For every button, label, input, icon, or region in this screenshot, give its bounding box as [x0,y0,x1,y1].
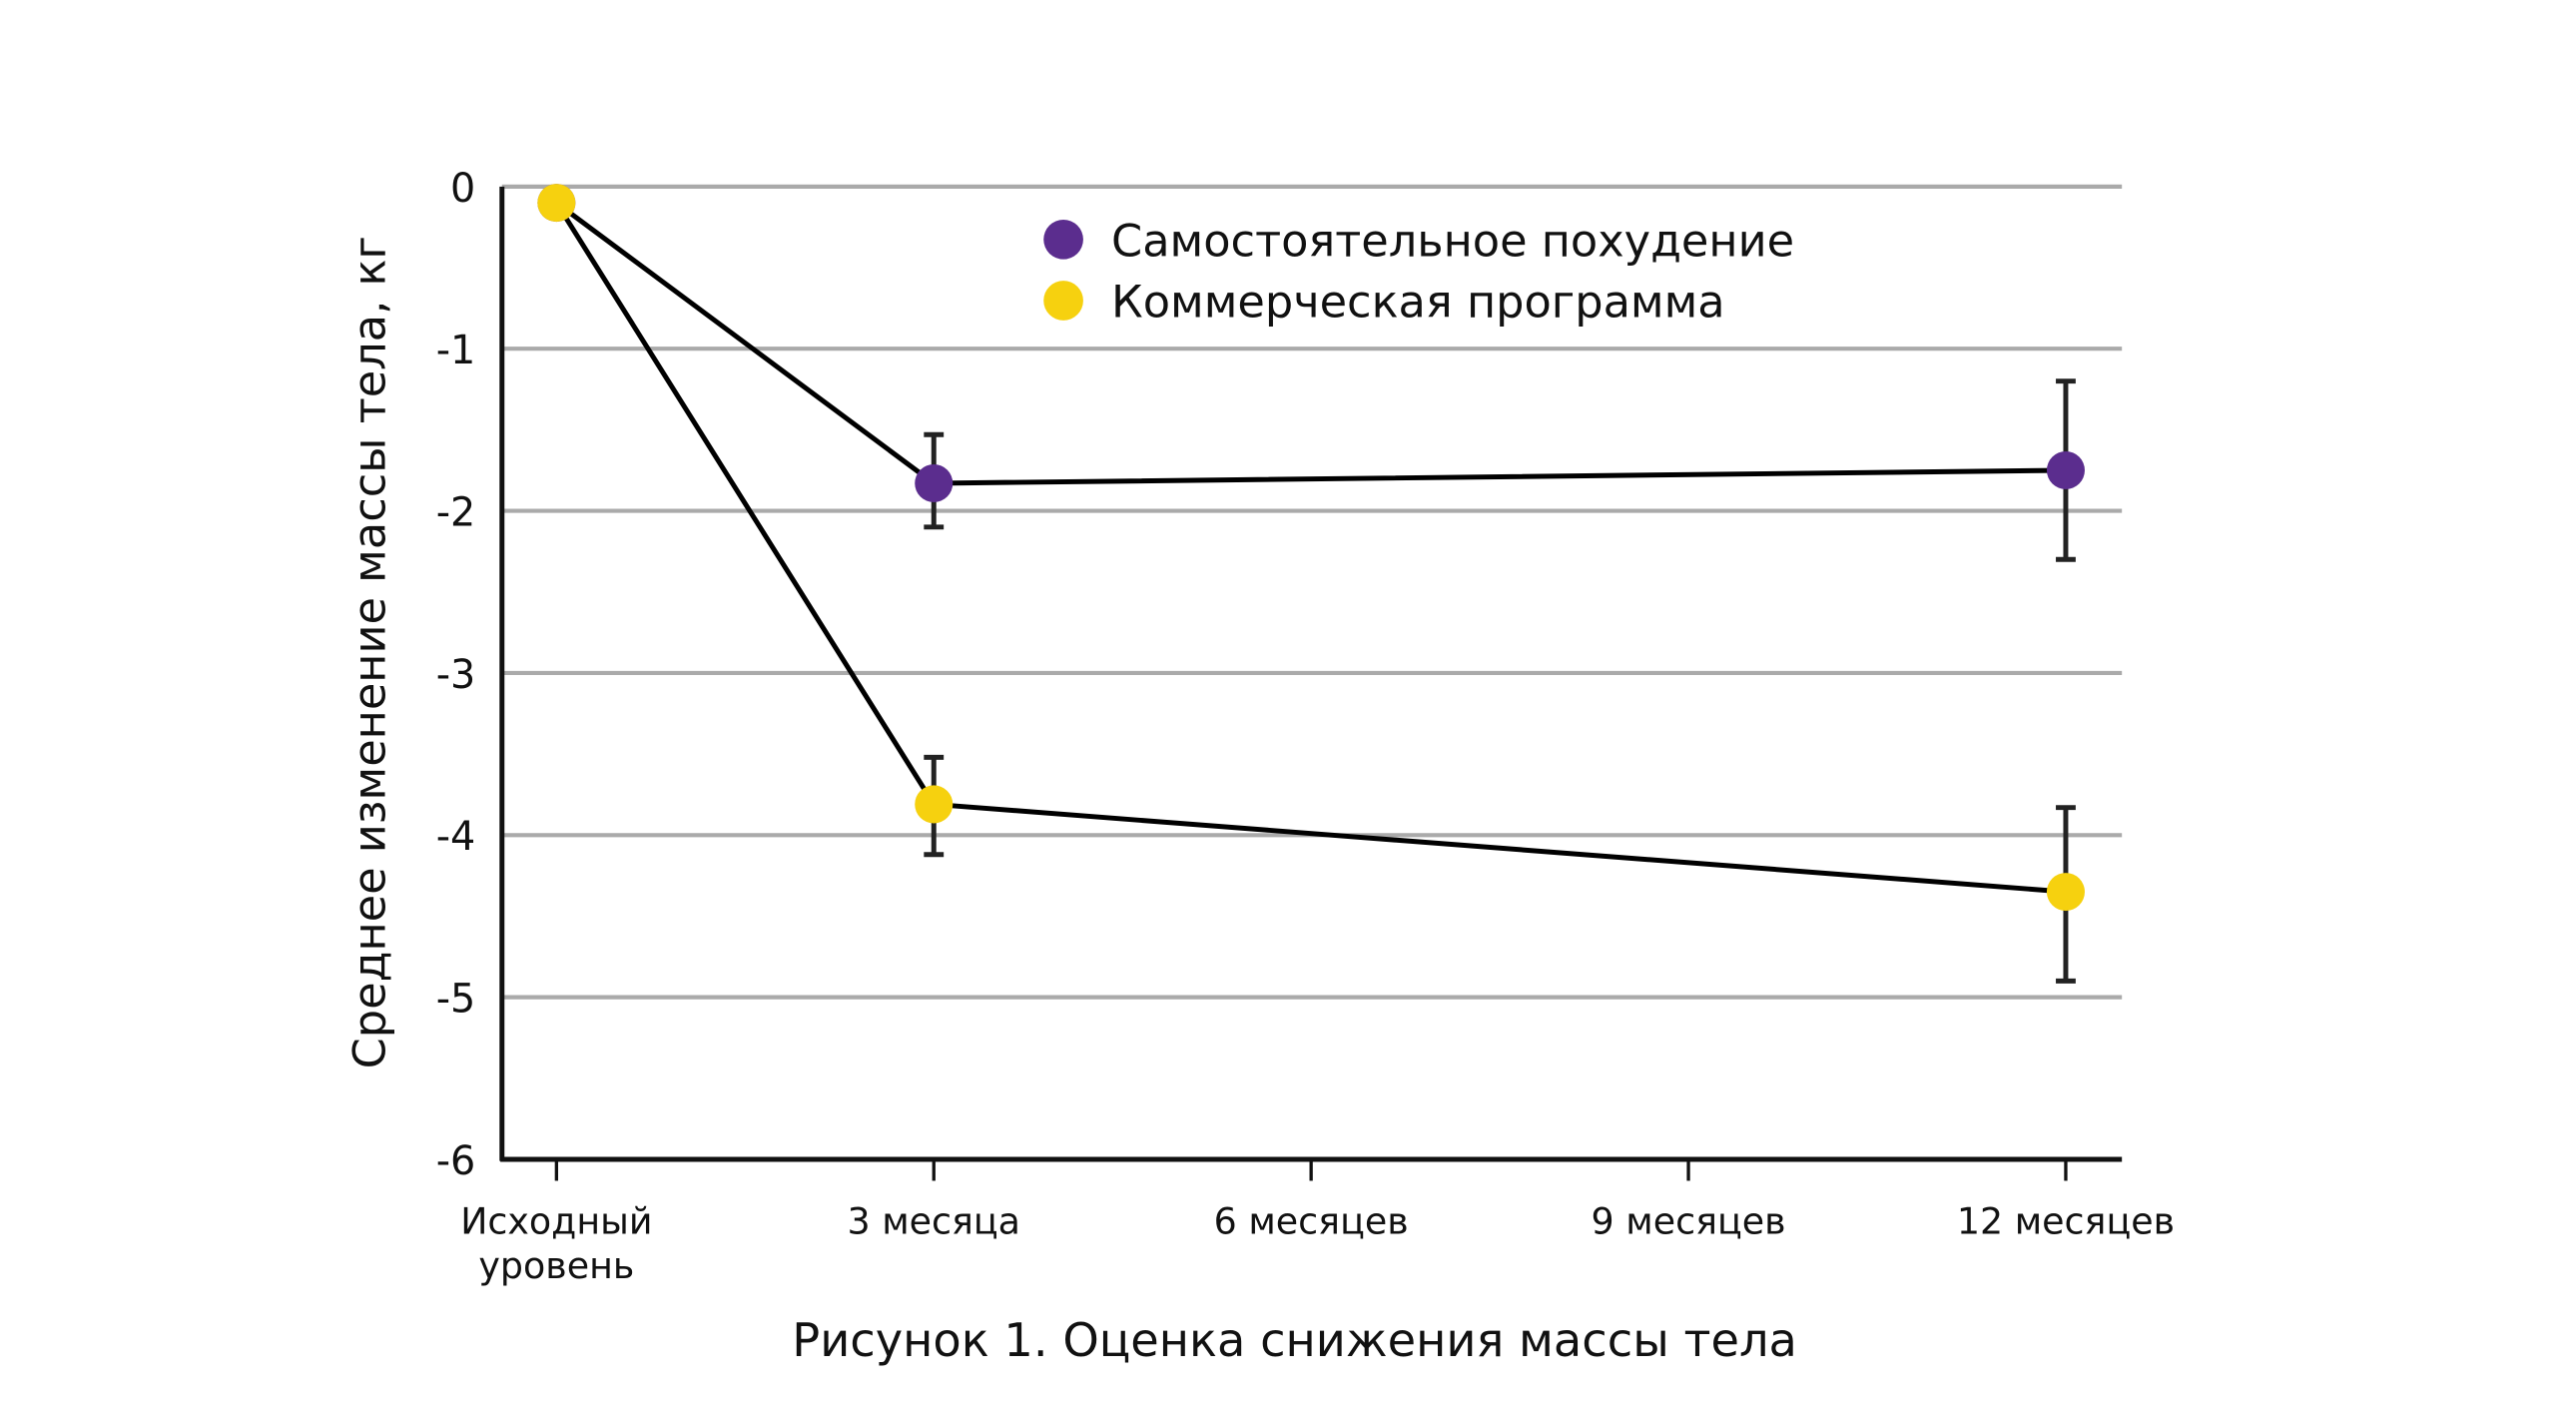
x-tick-label: Исходный [460,1199,652,1242]
data-point [915,785,954,824]
legend-marker [1043,219,1083,260]
x-tick-label: уровень [478,1244,634,1287]
y-tick-label: -5 [436,977,476,1023]
y-tick-label: -1 [436,328,476,373]
y-tick-label: -2 [436,489,476,535]
chart-title: Рисунок 1. Оценка снижения массы тела [792,1313,1797,1367]
y-tick-label: -4 [436,814,476,860]
data-point [915,463,954,502]
data-point [2046,873,2085,912]
y-tick-labels: 0 -1 -2 -3 -4 -5 -6 [436,166,476,1184]
data-point [537,184,576,223]
y-tick-label: -6 [436,1138,476,1184]
legend-label: Коммерческая программа [1111,277,1725,329]
y-tick-label: 0 [450,166,475,212]
x-tick-label: 12 месяцев [1957,1199,2175,1242]
x-tick-label: 9 месяцев [1592,1199,1786,1242]
x-tick-label: 6 месяцев [1214,1199,1409,1242]
y-axis-label: Среднее изменение массы тела, кг [343,236,395,1068]
data-point [2046,450,2085,490]
x-tick-label: 3 месяца [848,1199,1020,1242]
legend-label: Самостоятельное похудение [1111,215,1794,267]
legend: Самостоятельное похудение Коммерческая пр… [1043,215,1794,329]
y-tick-label: -3 [436,652,476,698]
legend-marker [1043,281,1083,321]
series-layer [537,184,2085,984]
